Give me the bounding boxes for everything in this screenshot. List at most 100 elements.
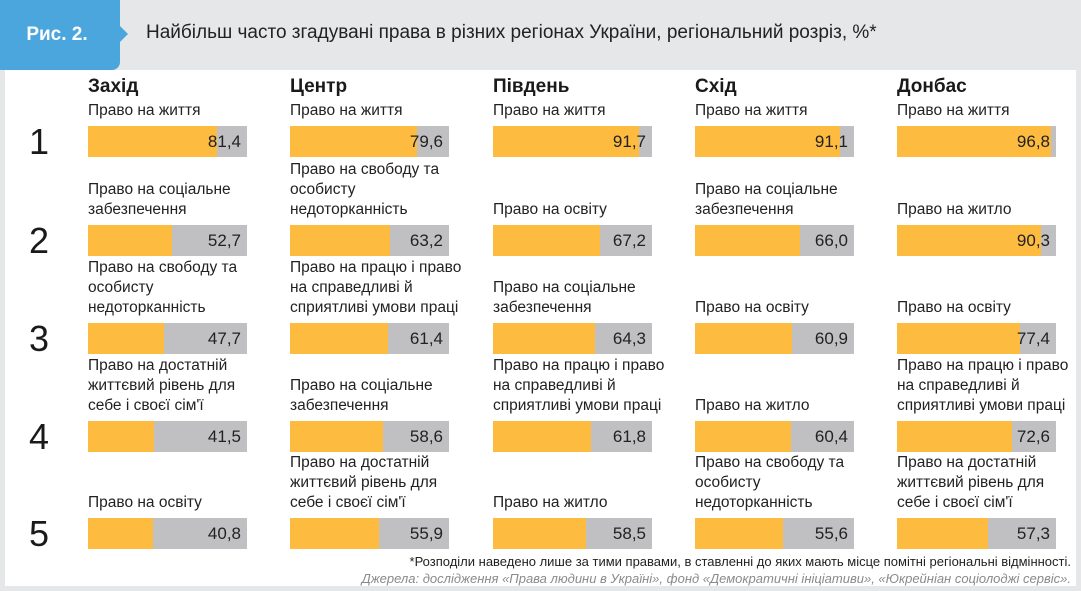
region-heading: Захід (88, 76, 139, 97)
bar-label: Право на соціальне забезпечення (695, 181, 838, 218)
bar-value: 61,4 (409, 329, 443, 348)
region-heading: Південь (493, 76, 570, 97)
bar-item: Право на життя 79,6 (290, 57, 450, 157)
bar-value: 55,9 (409, 524, 443, 543)
bar-fill (897, 126, 1051, 157)
bar-track: 55,9 (290, 518, 449, 549)
bar-item: Право на освіту 67,2 (493, 156, 653, 256)
rank-label: 3 (28, 318, 50, 359)
bar-label: Право на освіту (897, 299, 1011, 316)
rank-label: 2 (28, 220, 50, 261)
bar-item: Право на соціальне забезпечення 58,6 (290, 352, 450, 452)
bar-item: Право на соціальне забезпечення 64,3 (493, 254, 653, 354)
bar-track: 77,4 (897, 323, 1056, 354)
bar-value: 72,6 (1016, 427, 1050, 446)
region-heading: Центр (290, 76, 348, 97)
bar-item: Право на житло 58,5 (493, 449, 653, 549)
bar-track: 64,3 (493, 323, 652, 354)
bar-fill (493, 421, 592, 452)
bar-label: Право на свободу та особисту недоторканн… (695, 454, 845, 511)
bar-label: Право на соціальне забезпечення (290, 377, 433, 414)
bar-track: 91,7 (493, 126, 652, 157)
bar-value: 91,1 (814, 132, 848, 151)
bar-value: 41,5 (207, 427, 241, 446)
bar-item: Право на життя 96,8 (897, 57, 1057, 157)
bar-value: 55,6 (814, 524, 848, 543)
bar-value: 58,6 (409, 427, 443, 446)
bar-label: Право на достатній життєвий рівень для с… (88, 357, 236, 414)
bar-track: 47,7 (88, 323, 247, 354)
bar-label: Право на житло (493, 494, 608, 511)
bar-fill (290, 518, 379, 549)
bar-value: 40,8 (207, 524, 241, 543)
bar-fill (290, 126, 417, 157)
bar-item: Право на достатній життєвий рівень для с… (290, 449, 450, 549)
bar-track: 40,8 (88, 518, 247, 549)
bar-fill (88, 225, 172, 256)
bar-value: 60,9 (814, 329, 848, 348)
region-heading: Схід (695, 76, 737, 97)
bar-item: Право на працю і право на справедливі й … (290, 254, 461, 354)
bar-value: 96,8 (1016, 132, 1050, 151)
bar-item: Право на соціальне забезпечення 52,7 (88, 156, 248, 256)
bar-label: Право на освіту (88, 494, 202, 511)
bar-label: Право на свободу та особисту недоторканн… (88, 259, 238, 316)
bar-label: Право на свободу та особисту недоторканн… (290, 161, 440, 218)
bar-value: 61,8 (612, 427, 646, 446)
bar-value: 60,4 (814, 427, 848, 446)
bar-fill (88, 126, 218, 157)
bar-item: Право на житло 90,3 (897, 156, 1057, 256)
bar-item: Право на освіту 77,4 (897, 254, 1057, 354)
bar-item: Право на житло 60,4 (695, 352, 855, 452)
bar-fill (695, 421, 792, 452)
bar-fill (493, 518, 586, 549)
bar-value: 52,7 (207, 231, 241, 250)
bar-label: Право на освіту (695, 299, 809, 316)
figure-label: Рис. 2. (0, 0, 120, 70)
bar-value: 63,2 (409, 231, 443, 250)
bar-fill (493, 126, 639, 157)
bar-track: 60,9 (695, 323, 854, 354)
bar-fill (88, 518, 153, 549)
bar-label: Право на соціальне забезпечення (493, 279, 636, 316)
bar-fill (695, 518, 784, 549)
bar-track: 58,6 (290, 421, 449, 452)
bar-label: Право на життя (88, 102, 201, 119)
bar-fill (897, 518, 989, 549)
bar-value: 47,7 (207, 329, 241, 348)
bar-value: 77,4 (1016, 329, 1050, 348)
bar-item: Право на свободу та особисту недоторканн… (290, 156, 450, 256)
bar-label: Право на освіту (493, 201, 607, 218)
bar-track: 96,8 (897, 126, 1056, 157)
bar-value: 67,2 (612, 231, 646, 250)
bar-track: 91,1 (695, 126, 854, 157)
bar-label: Право на життя (897, 102, 1010, 119)
rank-label: 4 (28, 416, 50, 457)
bar-item: Право на життя 81,4 (88, 57, 248, 157)
bar-fill (88, 323, 164, 354)
bar-fill (493, 323, 596, 354)
header-band: Рис. 2. Найбільш часто згадувані права в… (0, 0, 1081, 70)
bar-fill (290, 323, 388, 354)
chart-title: Найбільш часто згадувані права в різних … (146, 22, 877, 43)
bar-item: Право на працю і право на справедливі й … (897, 352, 1068, 452)
bar-item: Право на освіту 60,9 (695, 254, 855, 354)
bar-fill (897, 225, 1041, 256)
bar-value: 58,5 (612, 524, 646, 543)
bar-item: Право на соціальне забезпечення 66,0 (695, 156, 855, 256)
bar-fill (897, 323, 1021, 354)
bar-value: 91,7 (612, 132, 646, 151)
bar-value: 79,6 (409, 132, 443, 151)
bar-track: 63,2 (290, 225, 449, 256)
bar-label: Право на працю і право на справедливі й … (290, 259, 462, 316)
bar-value: 81,4 (207, 132, 241, 151)
bar-track: 61,4 (290, 323, 449, 354)
bar-track: 61,8 (493, 421, 652, 452)
bar-label: Право на житло (897, 201, 1012, 218)
bar-value: 64,3 (612, 329, 646, 348)
bar-value: 57,3 (1016, 524, 1050, 543)
bar-track: 60,4 (695, 421, 854, 452)
bar-fill (897, 421, 1013, 452)
figure-arrow-icon (120, 26, 128, 42)
bar-label: Право на достатній життєвий рівень для с… (290, 454, 438, 511)
